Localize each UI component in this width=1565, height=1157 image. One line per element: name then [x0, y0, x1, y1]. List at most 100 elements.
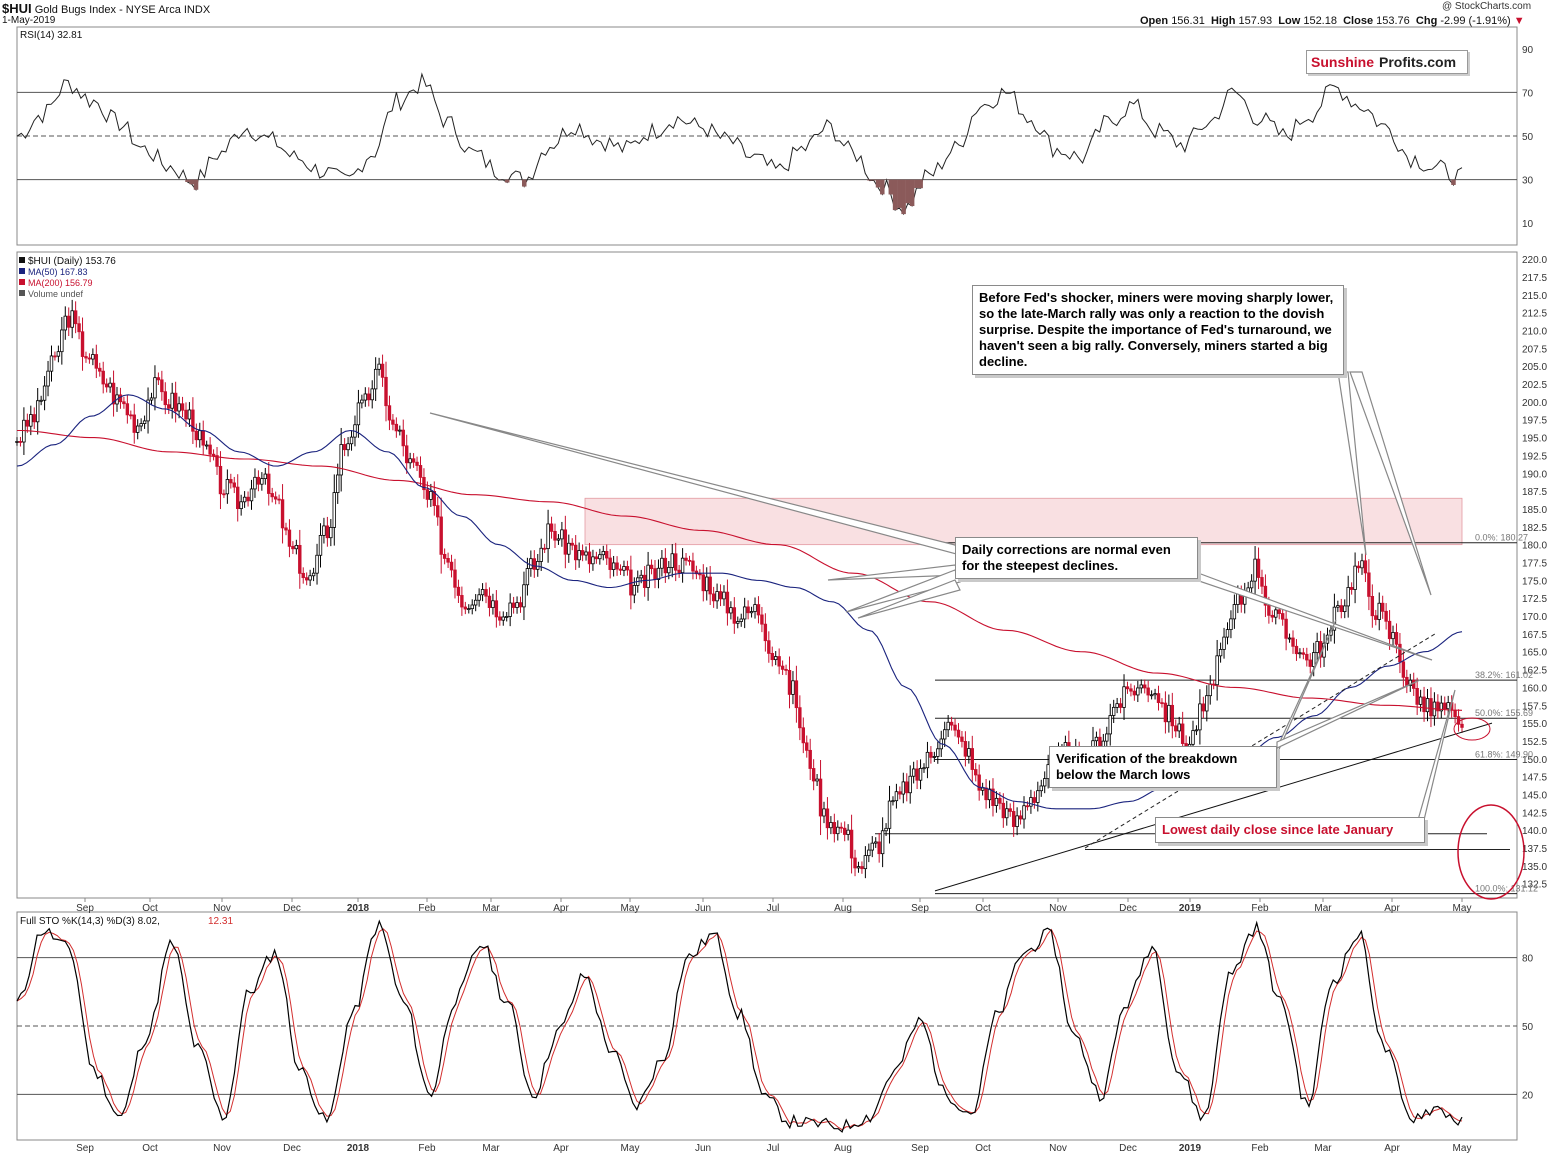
- candle-body: [867, 849, 871, 857]
- candle-body: [846, 829, 850, 835]
- fib-label: 38.2%: 161.02: [1475, 670, 1533, 680]
- candle-body: [894, 791, 899, 802]
- candle-body: [391, 419, 395, 425]
- candle-body: [63, 315, 67, 331]
- candle-body: [405, 445, 409, 464]
- candle-body: [363, 393, 368, 401]
- candle-body: [1280, 613, 1285, 620]
- candle-body: [1360, 560, 1364, 569]
- candle-body: [967, 748, 971, 757]
- candle-body: [201, 430, 205, 446]
- candle-body: [177, 403, 181, 412]
- candle-body: [1446, 702, 1450, 710]
- candle-body: [525, 568, 530, 586]
- price-legend-entry: MA(50) 167.83: [28, 267, 88, 277]
- candle-body: [663, 557, 668, 574]
- x-tick-label-bottom: Oct: [142, 1143, 158, 1154]
- candle-body: [1015, 815, 1019, 827]
- candle-body: [1122, 686, 1126, 708]
- candle-body: [249, 488, 254, 502]
- pointer-verif-2: [1276, 679, 1421, 749]
- x-tick-label: Feb: [418, 903, 436, 914]
- candle-body: [401, 429, 405, 447]
- candle-body: [129, 414, 133, 417]
- candle-body: [387, 405, 392, 421]
- x-tick-label-bottom: Dec: [1119, 1143, 1137, 1154]
- candle-body: [560, 529, 564, 540]
- candle-body: [670, 553, 674, 568]
- candle-body: [229, 479, 233, 484]
- candle-body: [29, 414, 33, 427]
- candle-body: [208, 444, 212, 455]
- candle-body: [1139, 684, 1143, 689]
- candle-body: [1156, 693, 1161, 704]
- candle-body: [860, 866, 864, 870]
- sto-k-line: [16, 919, 1463, 1133]
- candle-body: [273, 496, 278, 500]
- candle-body: [49, 355, 54, 372]
- candle-body: [356, 402, 361, 426]
- candle-body: [163, 391, 167, 406]
- x-tick-label-bottom: Aug: [834, 1143, 852, 1154]
- price-panel: [16, 251, 1518, 899]
- candle-body: [1298, 652, 1302, 655]
- candle-body: [936, 748, 940, 757]
- candle-body: [346, 443, 350, 451]
- candle-body: [549, 523, 554, 532]
- candle-body: [1277, 609, 1281, 614]
- candle-body: [553, 530, 557, 541]
- candle-body: [515, 602, 519, 608]
- candle-body: [901, 781, 906, 795]
- candle-body: [994, 797, 999, 806]
- candle-body: [1198, 703, 1202, 731]
- candle-body: [446, 558, 450, 563]
- candle-body: [1125, 686, 1130, 690]
- price-tick-label: 147.5: [1522, 773, 1547, 784]
- candle-body: [1029, 797, 1033, 807]
- candle-body: [877, 841, 881, 855]
- candle-body: [1294, 645, 1299, 655]
- candle-body: [1043, 778, 1047, 787]
- candle-body: [142, 420, 147, 424]
- legend-swatch: [19, 290, 25, 296]
- candle-body: [1374, 615, 1378, 620]
- candle-body: [1008, 808, 1012, 812]
- price-tick-label: 177.5: [1522, 559, 1547, 570]
- x-tick-label: Mar: [1314, 903, 1332, 914]
- candle-body: [536, 561, 540, 570]
- candle-body: [487, 595, 492, 608]
- pointer-daily-4: [857, 579, 961, 619]
- candle-body: [1460, 723, 1464, 728]
- candle-body: [25, 419, 30, 427]
- candle-body: [56, 351, 61, 357]
- candle-body: [473, 599, 478, 606]
- candle-body: [522, 584, 526, 608]
- price-tick-label: 175.0: [1522, 576, 1547, 587]
- candle-body: [708, 576, 712, 595]
- candle-body: [198, 430, 202, 441]
- candle-body: [322, 525, 326, 536]
- candle-body: [494, 600, 499, 618]
- candle-body: [153, 377, 157, 399]
- pointer-fed-2: [1349, 371, 1432, 596]
- x-tick-label: Sep: [911, 903, 929, 914]
- candle-body: [1022, 805, 1026, 820]
- price-tick-label: 162.5: [1522, 666, 1547, 677]
- candle-body: [1132, 690, 1137, 696]
- price-tick-label: 197.5: [1522, 416, 1547, 427]
- candle-body: [684, 557, 688, 561]
- candle-body: [805, 742, 809, 751]
- candle-body: [84, 356, 88, 359]
- candle-body: [1363, 560, 1368, 574]
- candle-body: [974, 769, 978, 776]
- candle-body: [1346, 587, 1350, 607]
- candle-body: [611, 562, 616, 570]
- rsi-tick-label: 30: [1522, 176, 1534, 187]
- down-arrow-icon: ▼: [1513, 15, 1525, 27]
- candle-body: [1387, 620, 1392, 640]
- candle-body: [1163, 702, 1168, 723]
- price-tick-label: 165.0: [1522, 648, 1547, 659]
- candle-body: [798, 707, 802, 729]
- candle-body: [342, 444, 347, 451]
- candle-body: [332, 492, 336, 528]
